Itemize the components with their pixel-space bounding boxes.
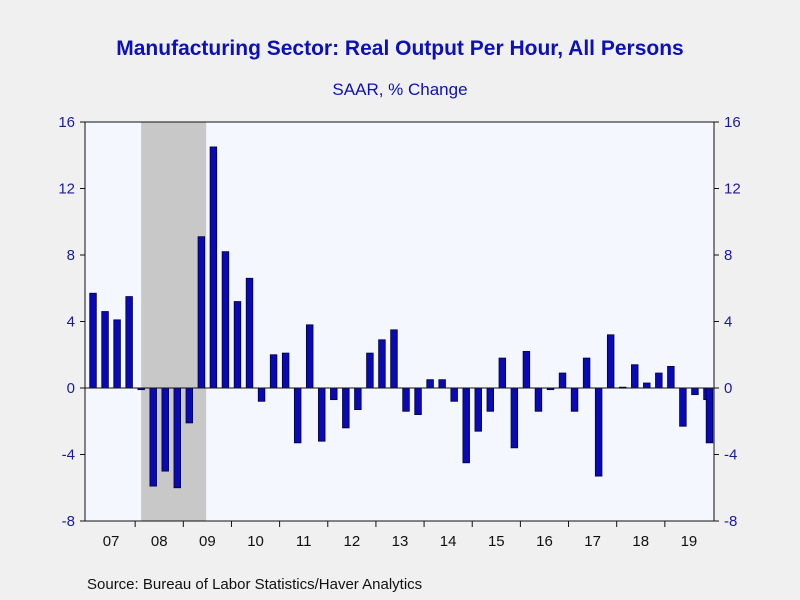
bar [705, 387, 714, 444]
bar [558, 372, 567, 389]
bar [306, 324, 314, 389]
bar [426, 379, 434, 389]
x-tick-label: 15 [488, 533, 505, 550]
bar [510, 387, 519, 449]
bar [366, 352, 374, 389]
chart-subtitle: SAAR, % Change [332, 80, 468, 99]
source-note: Source: Bureau of Labor Statistics/Haver… [87, 576, 423, 593]
bar [197, 236, 206, 389]
y-tick-label-left: 0 [67, 380, 75, 397]
bar [414, 387, 422, 416]
bar [209, 146, 218, 389]
x-tick-label: 13 [392, 533, 409, 550]
bar [354, 387, 362, 411]
bar [89, 292, 97, 389]
bar [293, 387, 302, 444]
bar [667, 365, 675, 389]
bar [643, 382, 651, 389]
y-tick-label-right: 16 [724, 114, 741, 131]
bar [691, 387, 699, 396]
bar [594, 387, 603, 477]
x-tick-label: 07 [103, 533, 120, 550]
bar [498, 357, 507, 389]
bar [679, 387, 687, 427]
bar [402, 387, 410, 412]
bar [534, 387, 543, 412]
bar [582, 357, 591, 389]
bar [631, 364, 639, 389]
x-tick-label: 19 [681, 533, 698, 550]
y-tick-label-left: 16 [58, 114, 75, 131]
x-tick-label: 18 [632, 533, 649, 550]
x-tick-label: 14 [440, 533, 457, 550]
y-tick-label-right: 0 [724, 380, 732, 397]
bar [390, 329, 398, 389]
bar [233, 301, 242, 389]
bar [173, 387, 181, 489]
y-tick-label-left: 8 [67, 247, 75, 264]
bar [125, 296, 133, 389]
bar [342, 387, 350, 429]
bar [462, 387, 470, 464]
x-tick-label: 12 [344, 533, 361, 550]
bar [281, 352, 290, 389]
bar [450, 387, 458, 402]
bar [438, 379, 446, 389]
bar [330, 387, 338, 401]
x-tick-label: 09 [199, 533, 216, 550]
bar [522, 351, 531, 389]
bar [318, 387, 326, 442]
y-tick-label-right: 12 [724, 181, 741, 198]
x-tick-label: 10 [247, 533, 264, 550]
bar [655, 372, 663, 389]
y-tick-label-right: -4 [724, 447, 737, 464]
y-tick-label-right: 8 [724, 247, 732, 264]
bar [221, 251, 230, 389]
bar [474, 387, 482, 432]
y-tick-label-left: 4 [67, 314, 75, 331]
y-tick-label-right: -8 [724, 513, 737, 530]
bar [113, 319, 121, 389]
y-tick-label-left: -8 [62, 513, 75, 530]
chart-title: Manufacturing Sector: Real Output Per Ho… [116, 37, 684, 60]
x-tick-label: 17 [584, 533, 601, 550]
bar [606, 334, 615, 389]
bar [101, 311, 109, 389]
bar [245, 277, 254, 389]
y-tick-label-left: 12 [58, 181, 75, 198]
bar [378, 339, 386, 389]
bar [149, 387, 157, 487]
x-tick-label: 11 [296, 533, 312, 550]
y-tick-label-right: 4 [724, 314, 732, 331]
y-tick-label-left: -4 [62, 447, 75, 464]
bar [257, 387, 266, 402]
bar [161, 387, 169, 472]
x-tick-label: 08 [151, 533, 168, 550]
x-tick-label: 16 [536, 533, 553, 550]
bar [269, 354, 278, 389]
bar [486, 387, 494, 412]
bar [185, 387, 194, 424]
bar [570, 387, 579, 412]
